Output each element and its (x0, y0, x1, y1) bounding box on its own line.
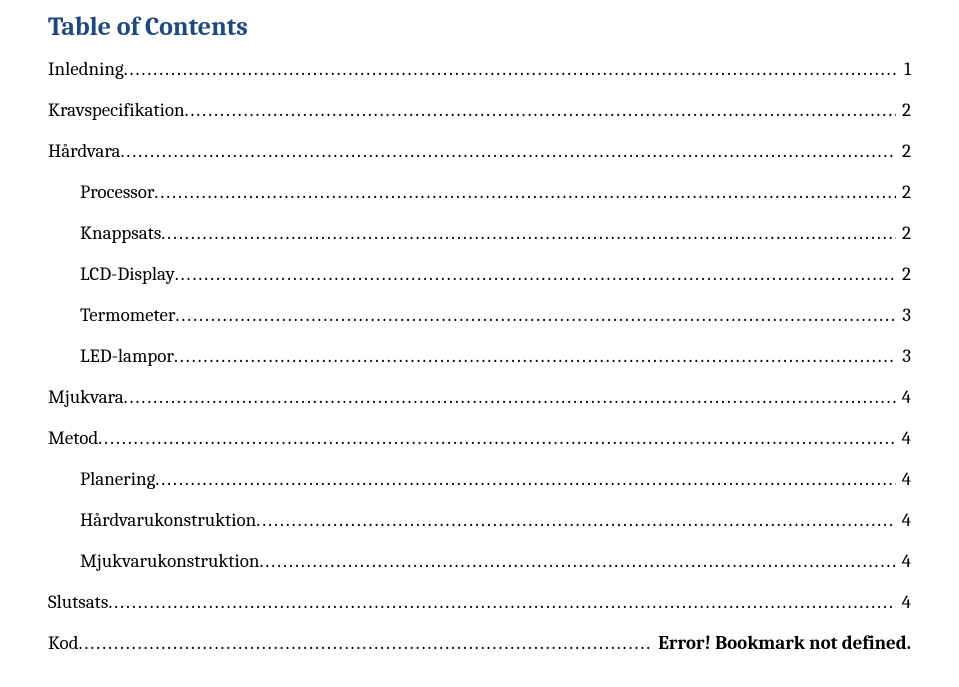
toc-entry[interactable]: Planering...............................… (48, 470, 911, 489)
toc-entry-label: Mjukvarukonstruktion (80, 552, 259, 571)
toc-entry[interactable]: LED-lampor..............................… (48, 347, 911, 366)
toc-entry-page: 4 (896, 429, 911, 448)
toc-entry[interactable]: Hårdvara................................… (48, 142, 911, 161)
toc-entry-page: 4 (896, 511, 911, 530)
toc-entry-label: LCD-Display (80, 265, 175, 284)
toc-entry[interactable]: Hårdvarukonstruktion....................… (48, 511, 911, 530)
toc-entry[interactable]: Kod.....................................… (48, 634, 911, 653)
toc-leader-dots: ........................................… (256, 511, 895, 530)
toc-entry[interactable]: Kravspecifikation.......................… (48, 101, 911, 120)
toc-entry[interactable]: Slutsats................................… (48, 593, 911, 612)
toc-entry-page: 4 (896, 593, 911, 612)
toc-leader-dots: ........................................… (124, 388, 896, 407)
toc-entry-page: 4 (896, 470, 911, 489)
toc-leader-dots: ........................................… (98, 429, 895, 448)
toc-entry-label: Planering (80, 470, 155, 489)
toc-leader-dots: ........................................… (259, 552, 895, 571)
toc-entry[interactable]: Inledning...............................… (48, 60, 911, 79)
toc-title: Table of Contents (48, 12, 911, 42)
toc-leader-dots: ........................................… (161, 224, 896, 243)
toc-entry-label: Knappsats (80, 224, 161, 243)
toc-entry-page: 2 (896, 224, 911, 243)
toc-leader-dots: ........................................… (174, 347, 896, 366)
toc-entry-label: Inledning (48, 60, 124, 79)
toc-leader-dots: ........................................… (175, 306, 896, 325)
toc-leader-dots: ........................................… (155, 470, 895, 489)
toc-entry-label: Kravspecifikation (48, 101, 185, 120)
toc-entry-label: Kod (48, 634, 79, 653)
toc-leader-dots: ........................................… (124, 60, 898, 79)
toc-leader-dots: ........................................… (79, 634, 653, 653)
toc-entry-label: LED-lampor (80, 347, 174, 366)
toc-entry[interactable]: Mjukvara................................… (48, 388, 911, 407)
toc-entry-page: 2 (896, 183, 911, 202)
toc-entry-page: 2 (896, 265, 911, 284)
toc-entry-label: Hårdvara (48, 142, 121, 161)
toc-entry[interactable]: Mjukvarukonstruktion....................… (48, 552, 911, 571)
toc-leader-dots: ........................................… (185, 101, 896, 120)
toc-entry-label: Mjukvara (48, 388, 124, 407)
toc-entry-page: 4 (896, 552, 911, 571)
toc-entry-label: Hårdvarukonstruktion (80, 511, 256, 530)
toc-entry-label: Metod (48, 429, 98, 448)
toc-entry[interactable]: Termometer..............................… (48, 306, 911, 325)
toc-entry[interactable]: Processor...............................… (48, 183, 911, 202)
toc-entry[interactable]: Metod...................................… (48, 429, 911, 448)
toc-entry-page: 1 (898, 60, 911, 79)
toc-leader-dots: ........................................… (108, 593, 895, 612)
toc-entry-page: 3 (896, 347, 911, 366)
toc-entry-label: Termometer (80, 306, 175, 325)
toc-entry-page: 2 (896, 101, 911, 120)
toc-entry-page: 4 (896, 388, 911, 407)
toc-leader-dots: ........................................… (121, 142, 897, 161)
toc-entry[interactable]: LCD-Display.............................… (48, 265, 911, 284)
toc-entry[interactable]: Knappsats...............................… (48, 224, 911, 243)
toc-leader-dots: ........................................… (175, 265, 896, 284)
toc-entry-label: Slutsats (48, 593, 108, 612)
toc-entry-page: 2 (896, 142, 911, 161)
toc-entry-page: 3 (896, 306, 911, 325)
toc-entry-error: Error! Bookmark not defined. (652, 634, 911, 653)
page-container: Table of Contents Inledning.............… (0, 0, 959, 687)
toc-entry-label: Processor (80, 183, 154, 202)
toc-leader-dots: ........................................… (154, 183, 896, 202)
toc-list: Inledning...............................… (48, 60, 911, 653)
